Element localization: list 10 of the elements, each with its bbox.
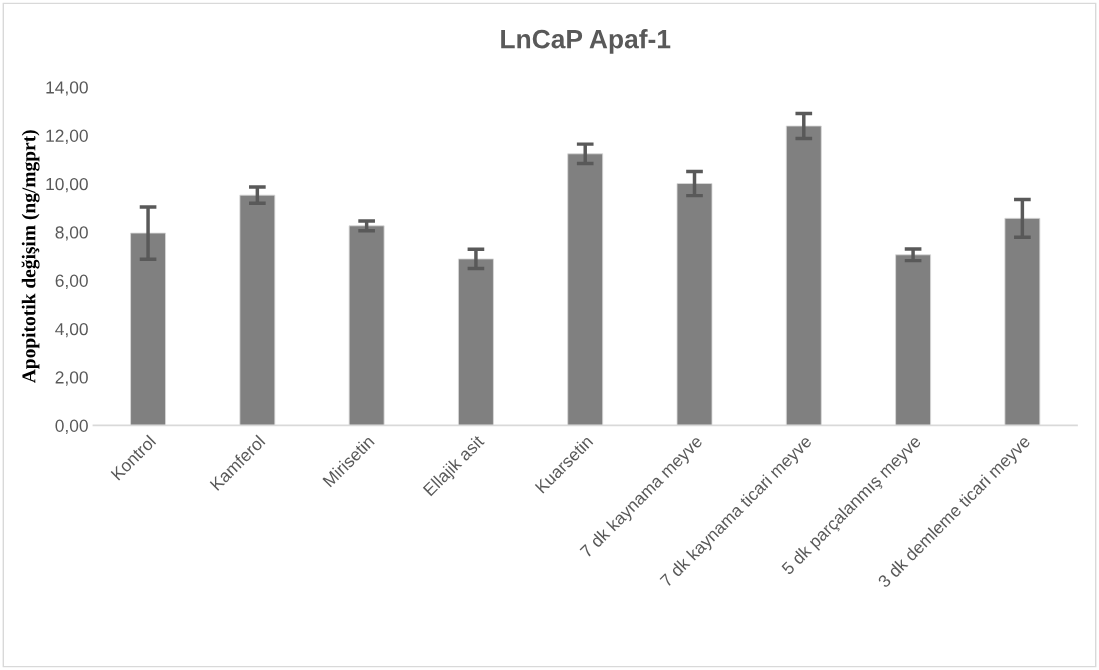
y-tick-label: 4,00: [55, 322, 88, 338]
y-tick-label: 14,00: [46, 81, 88, 96]
y-tick-label: 12,00: [46, 129, 88, 144]
y-tick-label: 0,00: [55, 419, 88, 434]
y-tick-label: 8,00: [55, 226, 88, 241]
y-tick-label: 2,00: [55, 371, 88, 386]
y-axis-title: Apopitotik değişim (ng/mgprt): [21, 130, 40, 384]
y-tick-label: 6,00: [55, 274, 88, 289]
chart-title: LnCaP Apaf-1: [501, 29, 671, 54]
y-tick-label: 10,00: [46, 177, 88, 193]
